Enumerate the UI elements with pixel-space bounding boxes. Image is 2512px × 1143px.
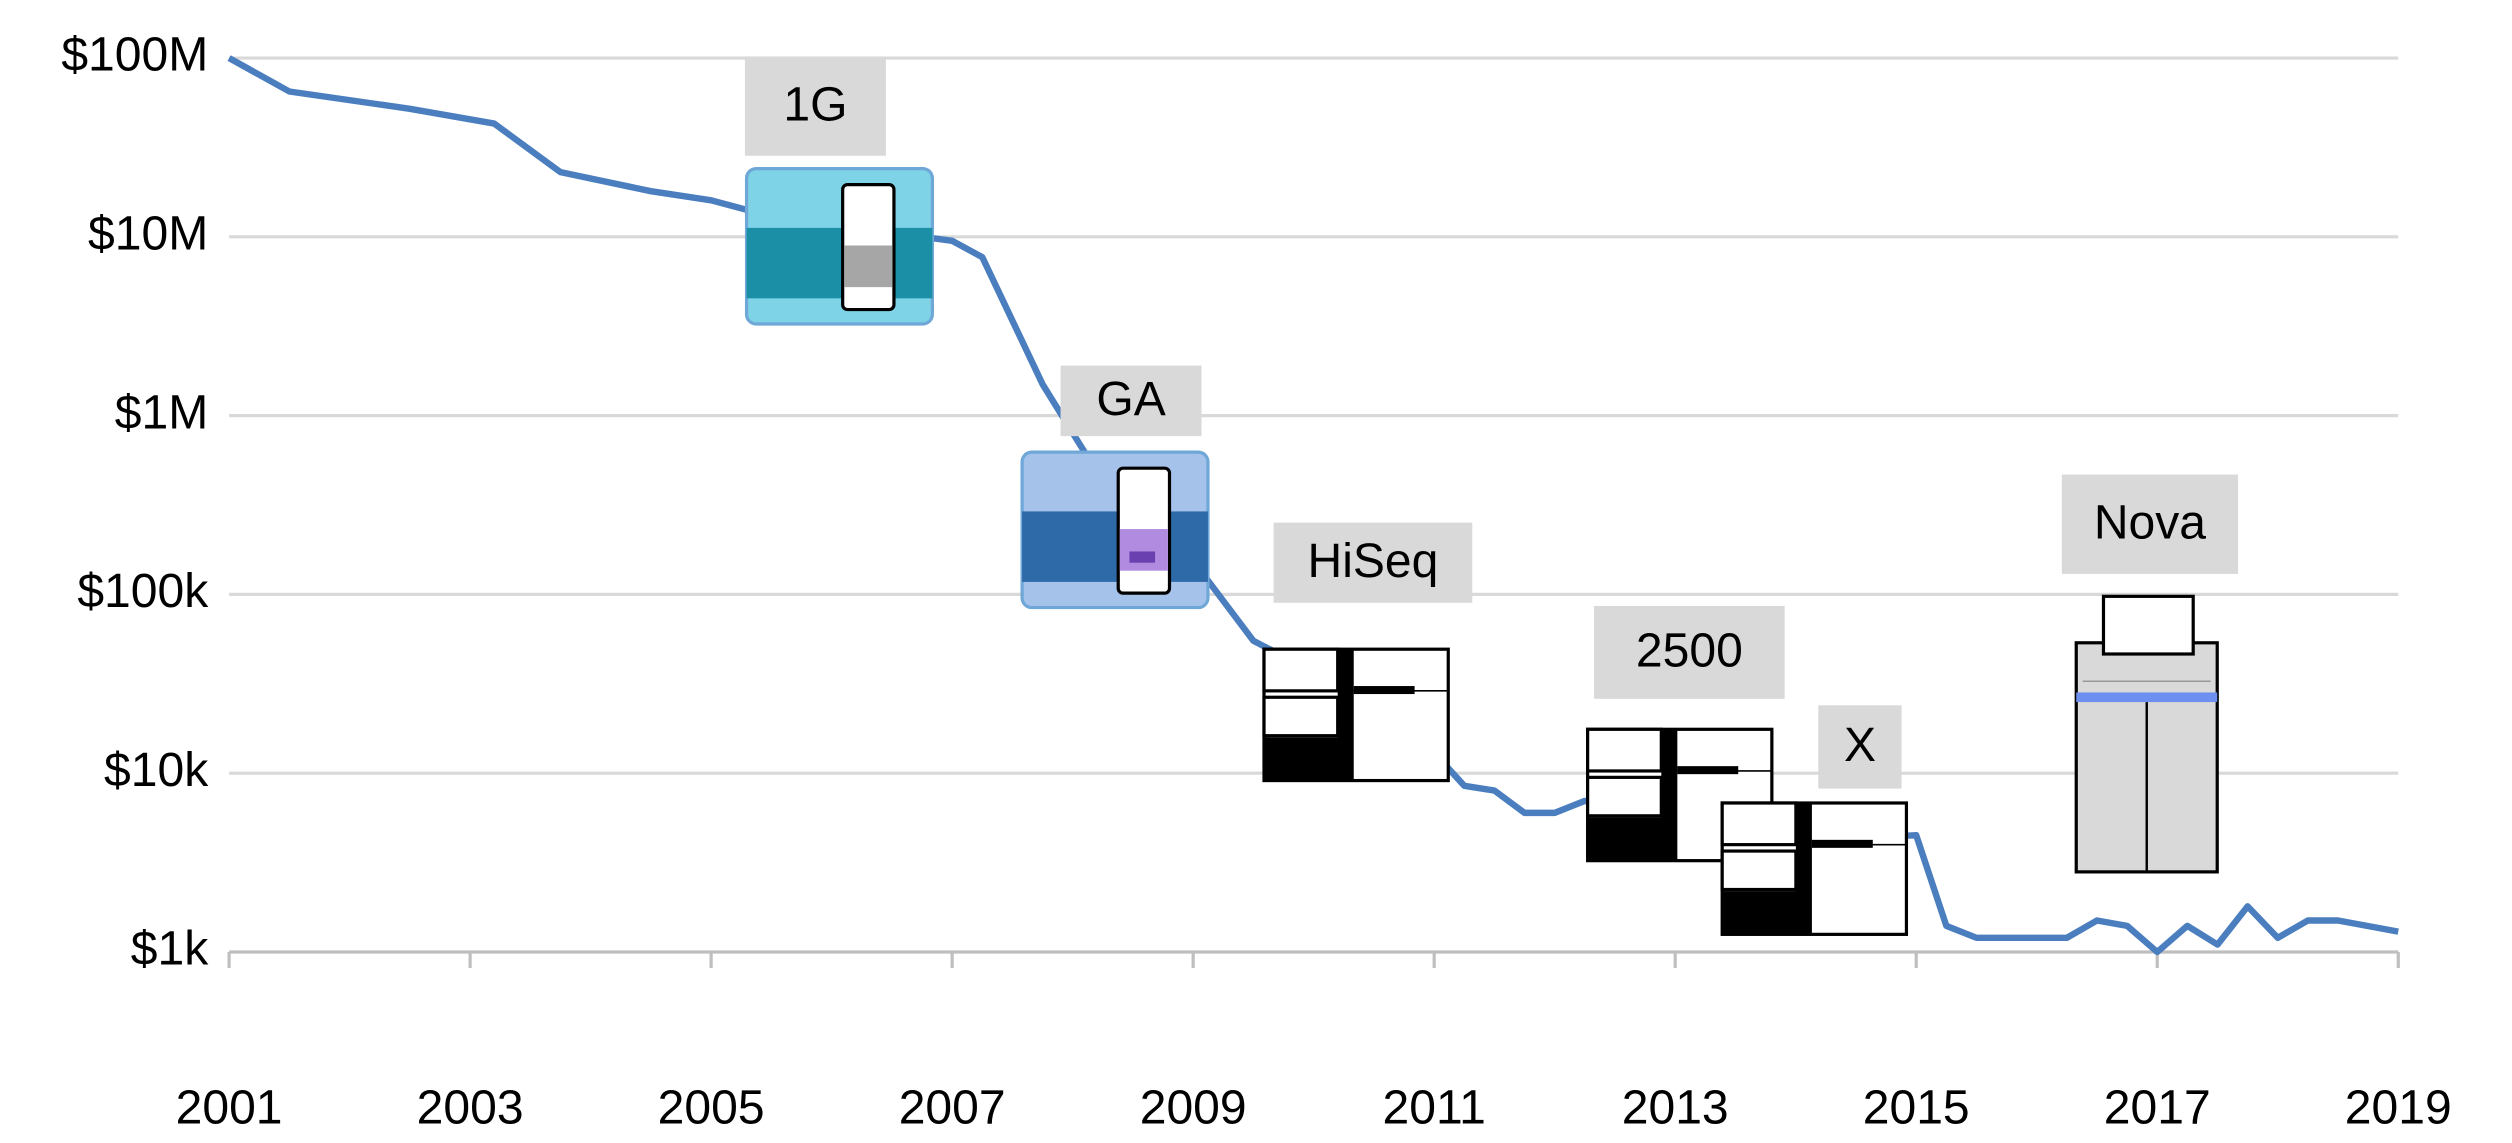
x-tick-label: 2019 bbox=[2345, 1080, 2452, 1134]
x-tick-label: 2005 bbox=[658, 1080, 765, 1134]
icon-x bbox=[1720, 801, 1909, 936]
icon-part bbox=[1661, 729, 1678, 861]
icon-part bbox=[1119, 529, 1168, 571]
icon-part bbox=[2101, 594, 2195, 656]
x-tick-label: 2017 bbox=[2104, 1080, 2211, 1134]
y-tick-label: $100M bbox=[61, 28, 208, 82]
icon-part bbox=[844, 245, 893, 288]
y-tick-label: $10M bbox=[88, 207, 208, 261]
icon-part bbox=[1262, 647, 1340, 693]
icon-part bbox=[1337, 649, 1354, 781]
y-tick-label: $10k bbox=[104, 743, 209, 797]
annotation-label: 2500 bbox=[1636, 624, 1743, 678]
annotation-box bbox=[1060, 365, 1202, 437]
icon-part bbox=[1264, 737, 1341, 781]
annotation-label: 1G bbox=[783, 77, 847, 131]
y-tick-label: $100k bbox=[77, 564, 209, 618]
annotation-box bbox=[1273, 522, 1473, 603]
data-line bbox=[227, 55, 2399, 956]
annotation-label: Nova bbox=[2094, 496, 2206, 550]
annotation-label: HiSeq bbox=[1308, 534, 1439, 588]
icon-part bbox=[1720, 801, 1798, 847]
icon-part bbox=[1129, 551, 1156, 563]
x-tick-label: 2007 bbox=[899, 1080, 1006, 1134]
icon-nova bbox=[2074, 594, 2219, 874]
annotation-box bbox=[1818, 705, 1902, 789]
x-tick-label: 2011 bbox=[1383, 1080, 1486, 1134]
icon-part bbox=[1022, 511, 1208, 582]
icon-part bbox=[1795, 802, 1812, 935]
x-tick-label: 2015 bbox=[1863, 1080, 1970, 1134]
annotation-label: X bbox=[1844, 718, 1876, 772]
y-tick-label: $1M bbox=[115, 385, 208, 439]
icon-ga bbox=[1020, 450, 1210, 610]
x-tick-label: 2013 bbox=[1622, 1080, 1729, 1134]
icon-part bbox=[2076, 692, 2218, 703]
icon-part bbox=[1586, 775, 1663, 818]
annotation-box bbox=[744, 56, 886, 156]
icon-part bbox=[746, 227, 933, 299]
icon-part bbox=[1587, 817, 1665, 861]
annotation-label: GA bbox=[1096, 372, 1165, 426]
icon-part bbox=[1720, 849, 1798, 892]
icon-part bbox=[1586, 727, 1663, 773]
annotation-box bbox=[2061, 474, 2239, 574]
x-tick-label: 2001 bbox=[176, 1080, 283, 1134]
icon-hiseq bbox=[1262, 647, 1450, 783]
y-tick-label: $1k bbox=[131, 922, 209, 976]
annotation-box bbox=[1594, 605, 1785, 699]
icon-1g bbox=[744, 166, 934, 326]
icon-part bbox=[1262, 695, 1340, 738]
x-tick-label: 2009 bbox=[1140, 1080, 1247, 1134]
icon-part bbox=[1722, 891, 1800, 935]
x-tick-label: 2003 bbox=[417, 1080, 524, 1134]
